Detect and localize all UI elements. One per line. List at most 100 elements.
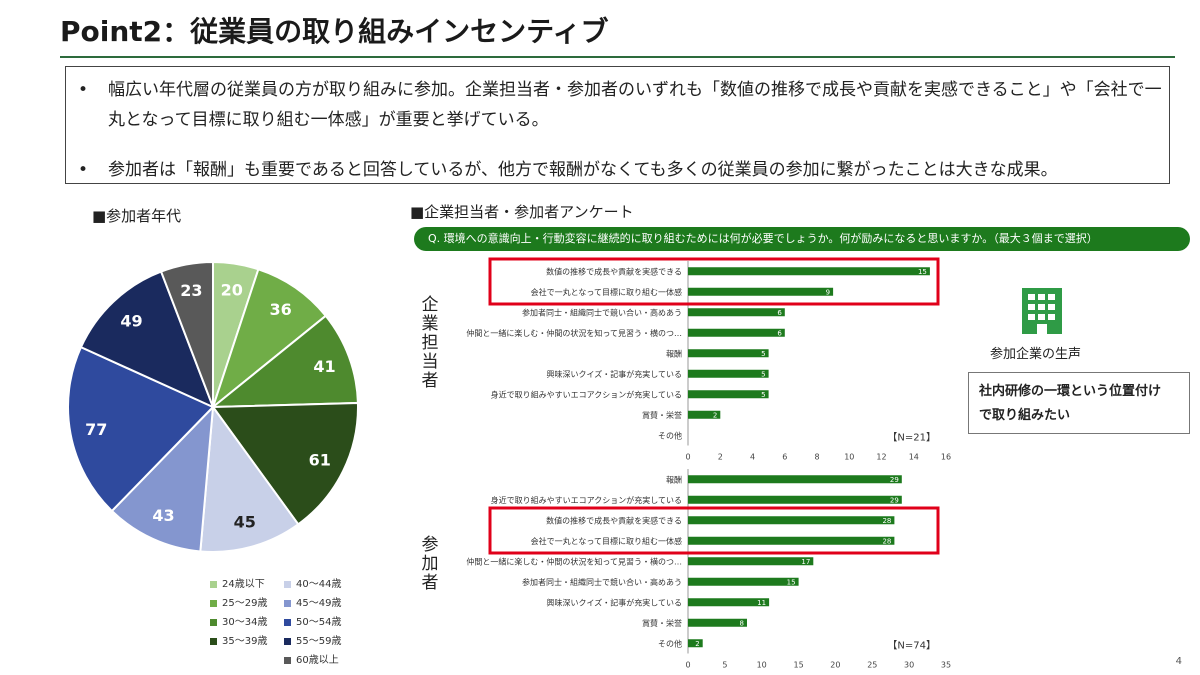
- bar-category-label: 身近で取り組みやすいエコアクションが充実している: [491, 495, 682, 505]
- legend-swatch: [210, 580, 217, 588]
- bar-value-label: 8: [740, 619, 744, 627]
- bar-value-label: 6: [777, 329, 782, 337]
- x-tick-label: 35: [941, 661, 951, 670]
- legend-swatch: [284, 599, 291, 607]
- pie-value-label: 43: [152, 506, 174, 525]
- legend-swatch: [210, 618, 217, 626]
- company-bar-chart: 数値の推移で成長や貢献を実感できる 15 会社で一丸となって目標に取り組む一体感 9 参…: [466, 257, 951, 461]
- participant-bar-chart: 報酬 29 身近で取り組みやすいエコアクションが充実している 29 数値の推移で成長や貢…: [466, 469, 951, 670]
- legend-swatch: [284, 580, 291, 588]
- bar-category-label: 参加者同士・組織同士で競い合い・高めあう: [522, 307, 682, 317]
- page-title: Point2：従業員の取り組みインセンティブ: [60, 15, 609, 48]
- x-tick-label: 16: [941, 453, 951, 461]
- voice-label: 参加企業の生声: [990, 347, 1082, 362]
- bar-category-label: 賞賛・栄誉: [642, 410, 682, 420]
- bar: [688, 516, 895, 525]
- bar: [688, 598, 770, 607]
- x-tick-label: 8: [814, 453, 819, 461]
- x-tick-label: 10: [757, 661, 767, 670]
- summary-box: • 幅広い年代層の従業員の方が取り組みに参加。企業担当者・参加者のいずれも「数値…: [65, 66, 1170, 184]
- bar-category-label: 会社で一丸となって目標に取り組む一体感: [531, 287, 682, 297]
- x-tick-label: 25: [867, 661, 877, 670]
- pie-value-label: 41: [313, 357, 335, 376]
- question-banner: Q. 環境への意識向上・行動変容に継続的に取り組むためには何が必要でしょうか。何…: [414, 227, 1190, 251]
- pie-slice: [67, 345, 215, 513]
- bar-value-label: 28: [882, 537, 891, 545]
- x-tick-label: 2: [718, 453, 723, 461]
- bar-value-label: 2: [695, 640, 699, 648]
- legend-item: 60歳以上: [284, 651, 339, 666]
- pie-value-label: 36: [269, 300, 291, 319]
- bar-value-label: 11: [757, 599, 766, 607]
- x-tick-label: 12: [876, 453, 886, 461]
- bar-category-label: 参加者同士・組織同士で競い合い・高めあう: [522, 577, 682, 587]
- bar-value-label: 15: [787, 578, 796, 586]
- bar: [688, 618, 747, 627]
- bar-value-label: 15: [918, 268, 927, 276]
- legend-label: 24歳以下: [222, 579, 265, 590]
- participant-group-label: 参加者: [421, 535, 439, 593]
- x-tick-label: 0: [685, 453, 690, 461]
- pie-slice: [210, 268, 328, 410]
- x-tick-label: 15: [794, 661, 804, 670]
- pie-value-label: 49: [120, 312, 142, 331]
- voice-quote-line-1: 社内研修の一環という位置付け: [979, 384, 1162, 399]
- highlight-box: [488, 257, 940, 306]
- survey-section-label: ■企業担当者・参加者アンケート: [410, 203, 634, 221]
- bar-value-label: 29: [890, 496, 899, 504]
- age-pie-chart: 20 36 41 61 45 43 77 49 23: [67, 262, 359, 553]
- page-number: 4: [1175, 656, 1182, 667]
- x-tick-label: 0: [685, 661, 690, 670]
- x-tick-label: 14: [909, 453, 919, 461]
- x-tick-label: 5: [722, 661, 727, 670]
- legend-label: 45〜49歳: [296, 598, 342, 609]
- x-tick-label: 6: [782, 453, 787, 461]
- bar: [688, 349, 769, 358]
- legend-label: 25〜29歳: [222, 598, 268, 609]
- legend-swatch: [284, 618, 291, 626]
- pie-slice: [210, 314, 359, 409]
- bullet-text: 参加者は「報酬」も重要であると回答しているが、他方で報酬がなくても多くの従業員の…: [108, 160, 1058, 180]
- bar-category-label: 身近で取り組みやすいエコアクションが充実している: [491, 389, 682, 399]
- bar: [688, 536, 895, 545]
- legend-item: 30〜34歳: [210, 613, 267, 628]
- pie-slice: [211, 401, 359, 526]
- highlight-box: [488, 506, 940, 555]
- legend-item: 50〜54歳: [284, 613, 341, 628]
- bar-category-label: 報酬: [666, 349, 682, 358]
- bar: [688, 410, 721, 419]
- legend-swatch: [210, 599, 217, 607]
- legend-label: 30〜34歳: [222, 617, 268, 628]
- pie-slice: [199, 404, 300, 553]
- bar-category-label: 興味深いクイズ・記事が充実している: [546, 369, 682, 379]
- bar-value-label: 5: [761, 370, 765, 378]
- sample-size-label: 【N=74】: [887, 640, 936, 652]
- bullet-text: 幅広い年代層の従業員の方が取り組みに参加。企業担当者・参加者のいずれも「数値の推…: [108, 80, 1162, 130]
- bar-category-label: 賞賛・栄誉: [642, 618, 682, 628]
- legend-item: 45〜49歳: [284, 594, 341, 609]
- bar-value-label: 28: [882, 517, 891, 525]
- bar-category-label: その他: [658, 638, 682, 648]
- x-tick-label: 4: [750, 453, 755, 461]
- bar-value-label: 2: [713, 411, 717, 419]
- bar: [688, 328, 785, 337]
- legend-item: 55〜59歳: [284, 632, 341, 647]
- bullet-marker: •: [78, 160, 89, 180]
- legend-swatch: [284, 656, 291, 664]
- pie-slice: [110, 404, 215, 553]
- x-tick-label: 30: [904, 661, 914, 670]
- bar-value-label: 5: [761, 391, 765, 399]
- legend-label: 50〜54歳: [296, 617, 342, 628]
- bar-category-label: その他: [658, 430, 682, 440]
- legend-item: 35〜39歳: [210, 632, 267, 647]
- summary-bullet-2: • 参加者は「報酬」も重要であると回答しているが、他方で報酬がなくても多くの従業…: [78, 155, 1168, 185]
- bar-value-label: 5: [761, 350, 765, 358]
- legend-item: 24歳以下: [210, 575, 265, 590]
- pie-value-label: 77: [85, 420, 107, 439]
- pie-value-label: 45: [234, 513, 256, 532]
- pie-value-label: 61: [309, 451, 331, 470]
- legend-label: 55〜59歳: [296, 636, 342, 647]
- legend-swatch: [210, 637, 217, 645]
- bar-category-label: 数値の推移で成長や貢献を実感できる: [546, 266, 682, 276]
- legend-label: 35〜39歳: [222, 636, 268, 647]
